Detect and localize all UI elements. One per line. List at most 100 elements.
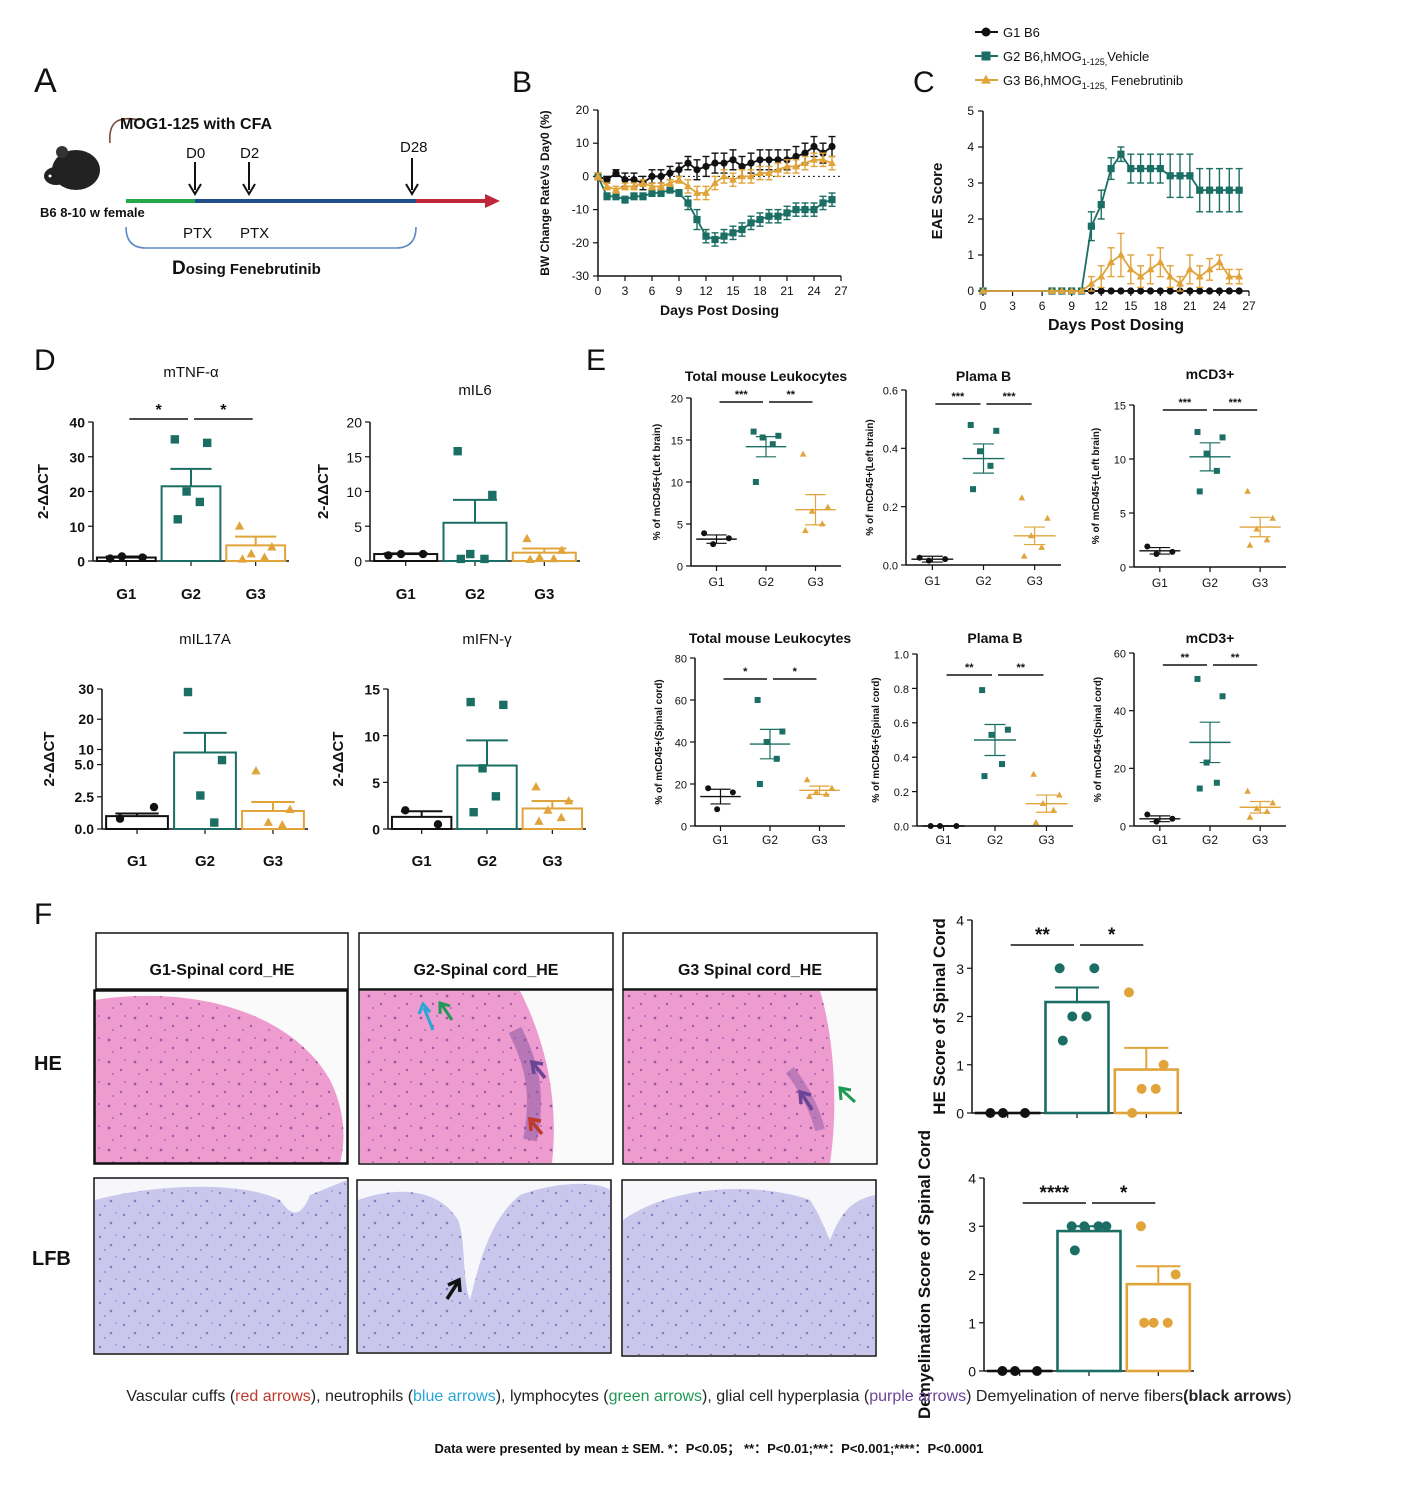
data-point xyxy=(1213,779,1220,786)
data-point xyxy=(1244,487,1251,494)
legend-tail: Fenebrutinib xyxy=(1107,73,1183,88)
data-point xyxy=(237,554,248,563)
data-point xyxy=(1089,963,1100,974)
legend-entry: G2 B6,hMOG1-125,Vehicle xyxy=(1003,49,1149,67)
y-tick-label: 5 xyxy=(967,104,974,118)
data-point xyxy=(999,761,1006,768)
data-point xyxy=(702,232,710,240)
data-point xyxy=(1093,1221,1104,1232)
data-point xyxy=(702,188,710,196)
y-tick-label: 0 xyxy=(968,1364,976,1380)
caption-close: ) xyxy=(1286,1388,1292,1405)
data-point xyxy=(1127,1108,1138,1118)
y-tick-label: 10 xyxy=(364,728,380,744)
y-tick-label: -10 xyxy=(572,203,590,217)
y-tick-label: 15 xyxy=(346,449,362,465)
data-point xyxy=(1215,186,1224,194)
data-point xyxy=(115,814,125,823)
bar xyxy=(173,751,237,831)
data-point xyxy=(1123,987,1134,998)
data-point xyxy=(657,182,665,190)
data-point xyxy=(1146,165,1155,173)
data-point xyxy=(234,521,245,530)
panel-letter-c: C xyxy=(913,66,935,99)
figure-caption: Vascular cuffs (red arrows), neutrophils… xyxy=(0,1388,1418,1406)
x-tick-label: G3 xyxy=(246,586,266,603)
y-tick-label: 0 xyxy=(372,822,380,838)
data-point xyxy=(988,731,995,738)
data-point xyxy=(277,820,287,829)
panel-letter-a: A xyxy=(34,62,57,100)
data-point xyxy=(1263,807,1271,814)
y-axis-title: Demyelination Score of Spinal Cord xyxy=(915,1130,934,1419)
bar xyxy=(1125,1282,1192,1373)
data-point xyxy=(603,182,611,190)
histology-panel: G1-Spinal cord_HE G2-Spinal cord_HE G3 S… xyxy=(32,932,878,1357)
chart-title: Total mouse Leukocytes xyxy=(689,630,852,646)
mouse-label: B6 8-10 w female xyxy=(40,205,145,220)
data-point xyxy=(1170,1269,1181,1280)
x-tick-label: 9 xyxy=(1068,299,1075,313)
he-image-g1 xyxy=(93,989,349,1165)
data-point xyxy=(824,503,832,510)
data-point xyxy=(1235,287,1243,295)
data-point xyxy=(801,158,809,166)
data-point xyxy=(639,178,647,186)
y-tick-label: 15 xyxy=(671,435,683,447)
y-tick-label: -20 xyxy=(572,236,590,250)
x-tick-label: 0 xyxy=(595,284,602,298)
data-point xyxy=(675,175,683,183)
legend-tail: Vehicle xyxy=(1107,49,1149,64)
data-point xyxy=(803,776,811,783)
y-tick-label: 60 xyxy=(675,695,687,707)
data-point xyxy=(819,155,827,163)
data-point xyxy=(769,441,776,448)
data-point xyxy=(725,535,732,542)
data-point xyxy=(802,527,809,534)
y-axis-title: % of mCD45+(Left brain) xyxy=(652,424,663,540)
y-tick-label: 4 xyxy=(967,140,974,154)
bar xyxy=(511,551,577,562)
data-point xyxy=(1081,1011,1092,1022)
lfb-image-g3 xyxy=(621,1179,877,1357)
data-point xyxy=(792,152,800,161)
data-point xyxy=(693,215,701,224)
data-point xyxy=(705,785,712,792)
data-point xyxy=(693,188,701,196)
data-point xyxy=(756,215,764,224)
data-point xyxy=(997,1366,1008,1376)
panel-letter-d: D xyxy=(34,344,56,377)
mouse-icon xyxy=(44,117,141,190)
bar xyxy=(442,521,508,563)
data-point xyxy=(138,553,147,562)
data-point xyxy=(1169,548,1176,555)
data-point xyxy=(1166,287,1174,295)
data-point xyxy=(1107,165,1115,173)
x-tick-label: 24 xyxy=(1213,299,1227,313)
data-point xyxy=(491,792,501,801)
data-point xyxy=(488,490,497,500)
row-label-he: HE xyxy=(34,1053,62,1075)
x-tick-label: 18 xyxy=(1154,299,1168,313)
row-label-lfb: LFB xyxy=(32,1248,71,1270)
y-tick-label: 2 xyxy=(967,212,974,226)
significance-label: ** xyxy=(1231,652,1240,664)
data-point xyxy=(1194,429,1201,435)
legend-marker xyxy=(981,51,991,61)
data-point xyxy=(828,142,836,151)
chart-demyelination-score: 0 1 2 3 4 Demyelination Score of Spinal Cord *… xyxy=(915,1130,1194,1419)
x-tick-label: 0 xyxy=(980,299,987,313)
data-point xyxy=(1166,172,1174,180)
data-point xyxy=(621,182,629,190)
purple-arrow xyxy=(529,1059,547,1080)
x-tick-label: G3 xyxy=(1038,833,1054,847)
data-point xyxy=(1137,165,1145,173)
data-point xyxy=(927,823,934,829)
chart-title: mTNF-α xyxy=(163,364,219,381)
data-point xyxy=(684,159,692,167)
data-point xyxy=(916,554,923,561)
caption-part-3: ), lymphocytes ( xyxy=(495,1388,609,1405)
bar xyxy=(241,809,305,831)
data-point xyxy=(828,196,836,204)
histo-header-g1-label: G1-Spinal cord_HE xyxy=(150,962,295,979)
